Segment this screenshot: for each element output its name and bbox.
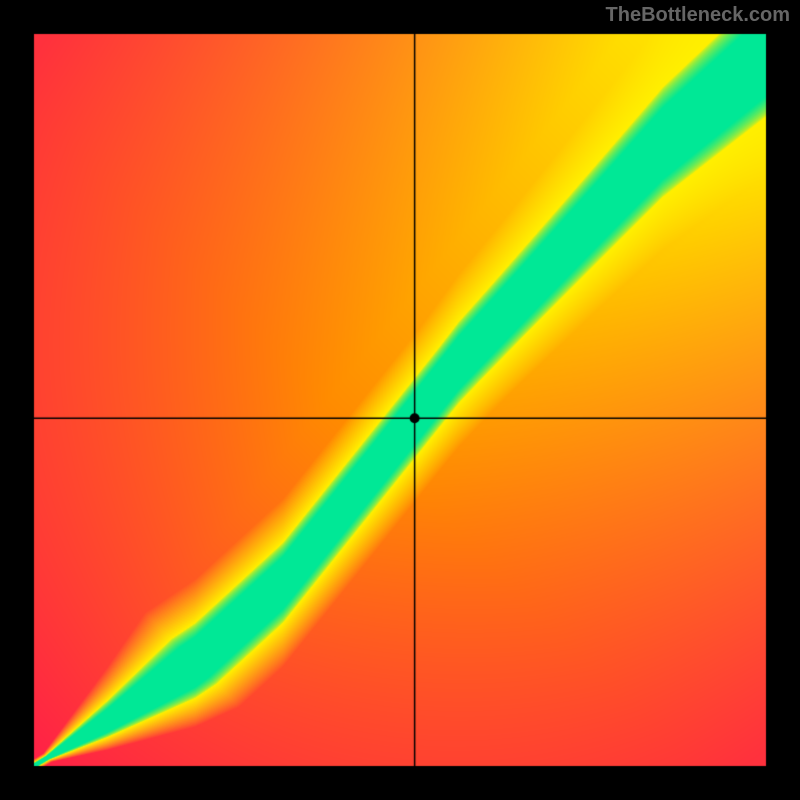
heatmap-canvas — [0, 0, 800, 800]
chart-container: TheBottleneck.com — [0, 0, 800, 800]
attribution-label: TheBottleneck.com — [606, 4, 790, 27]
